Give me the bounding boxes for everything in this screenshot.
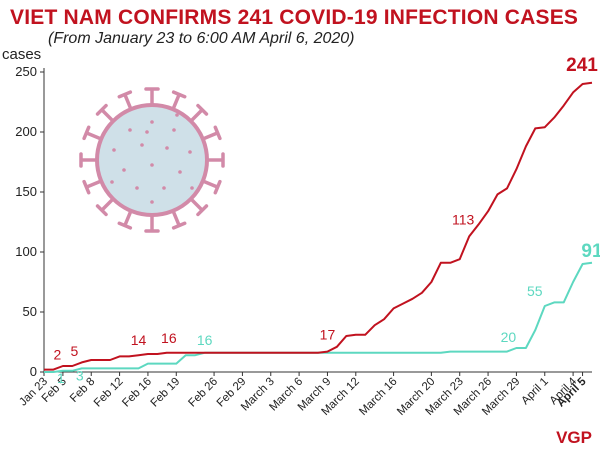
virus-spike (123, 93, 133, 110)
virus-spike-tip (117, 90, 133, 99)
data-label-total: 14 (131, 332, 147, 348)
virus-spike-tip (196, 204, 209, 217)
virus-dot (135, 186, 139, 190)
y-tick-label: 200 (15, 124, 37, 139)
data-label-total: 113 (452, 211, 475, 227)
data-label-recovered: 55 (527, 283, 543, 299)
data-label-recovered: 20 (501, 329, 517, 345)
series-line-total (44, 81, 593, 371)
virus-spike (189, 197, 204, 212)
y-tick-label: 250 (15, 64, 37, 79)
virus-dot (128, 128, 132, 132)
virus-spike (100, 108, 115, 123)
x-tick-label: Feb 19 (149, 376, 183, 410)
annotation-layer: 2 5 14 16 17 113 241 1 3 16 20 55 91 (54, 55, 600, 386)
data-label-recovered: 91 (581, 241, 600, 262)
brand-logo-text: VGP (556, 428, 592, 447)
virus-spike-tip (95, 103, 108, 116)
virus-dot (190, 186, 194, 190)
virus-dot (140, 143, 144, 147)
virus-spike (123, 210, 133, 227)
virus-spike-tip (117, 221, 133, 230)
virus-spike-tip (213, 125, 222, 141)
y-tick-label: 50 (23, 304, 37, 319)
virus-spike-tip (82, 179, 91, 195)
y-axis-unit-label: cases (2, 46, 42, 63)
virus-body (95, 103, 209, 217)
virus-dot (150, 120, 154, 124)
data-label-total: 16 (161, 330, 177, 346)
virus-dot (165, 146, 169, 150)
virus-dot (110, 180, 114, 184)
virus-spike-tip (95, 204, 108, 217)
y-tick-label: 0 (30, 364, 37, 379)
virus-spike-tip (196, 103, 209, 116)
virus-dot (175, 113, 179, 117)
data-label-total: 5 (70, 343, 78, 359)
y-tick-label: 100 (15, 244, 37, 259)
virus-illustration (79, 87, 225, 233)
virus-spike (85, 179, 102, 189)
chart-title: VIET NAM CONFIRMS 241 COVID-19 INFECTION… (10, 6, 579, 29)
data-label-total: 17 (320, 327, 336, 343)
virus-dot (178, 170, 182, 174)
virus-dot (150, 163, 154, 167)
chart-subtitle: (From January 23 to 6:00 AM April 6, 202… (48, 30, 355, 47)
virus-spike-tip (213, 179, 222, 195)
x-tick-label: Feb 12 (92, 376, 126, 410)
virus-spike-tip (171, 90, 187, 99)
x-tick-label: Feb 16 (120, 376, 154, 410)
data-label-recovered: 16 (197, 332, 213, 348)
data-label-total: 241 (566, 55, 598, 76)
virus-spike (202, 179, 219, 189)
virus-spike (171, 93, 181, 110)
virus-spike (100, 197, 115, 212)
virus-spike-tip (171, 221, 187, 230)
virus-dot (112, 148, 116, 152)
virus-dot (188, 150, 192, 154)
x-tick-label: April 1 (519, 376, 551, 408)
data-label-recovered: 3 (76, 367, 84, 383)
virus-dot (150, 200, 154, 204)
x-tick-label: Feb 26 (186, 376, 220, 410)
virus-dot (122, 168, 126, 172)
virus-spike (202, 131, 219, 141)
virus-dot (145, 130, 149, 134)
data-label-total: 2 (54, 347, 62, 363)
virus-dot (162, 186, 166, 190)
virus-spike-tip (82, 125, 91, 141)
y-tick-label: 150 (15, 184, 37, 199)
virus-spike (171, 210, 181, 227)
series-layer (44, 81, 593, 373)
virus-spike (85, 131, 102, 141)
virus-dot (172, 128, 176, 132)
x-tick-label: March 16 (357, 376, 399, 418)
virus-spike (189, 108, 204, 123)
data-label-recovered: 1 (57, 370, 65, 386)
